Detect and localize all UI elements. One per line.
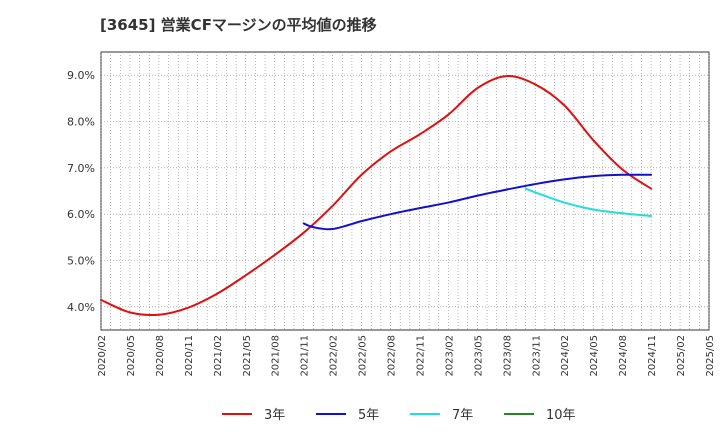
x-axis-ticks: 2020/02 2020/05 2020/08 2020/11 2021/02 2021/…: [97, 335, 716, 377]
x-tick-label: 2022/08: [387, 335, 398, 377]
series-line-5年: [302, 173, 653, 231]
x-tick-label: 2021/08: [271, 335, 282, 377]
legend-label: 7年: [452, 408, 473, 423]
y-tick-label: 7.0%: [67, 162, 95, 175]
y-tick-label: 6.0%: [67, 208, 95, 221]
x-tick-label: 2021/02: [213, 335, 224, 377]
x-tick-label: 2023/08: [502, 335, 513, 377]
grid-lines: [100, 52, 710, 330]
x-tick-label: 2020/02: [97, 335, 108, 377]
x-tick-label: 2023/02: [444, 335, 455, 377]
y-tick-label: 4.0%: [67, 301, 95, 314]
legend-label: 5年: [358, 408, 379, 423]
series-line-3年: [100, 75, 653, 317]
x-tick-label: 2024/08: [618, 335, 629, 377]
legend-label: 10年: [546, 408, 576, 423]
x-tick-label: 2024/02: [560, 335, 571, 377]
x-tick-label: 2025/05: [705, 335, 716, 377]
y-axis-ticks: 4.0% 5.0% 6.0% 7.0% 8.0% 9.0%: [67, 69, 95, 314]
x-tick-label: 2020/11: [184, 335, 195, 377]
x-tick-label: 2025/02: [676, 335, 687, 377]
series-line-7年: [524, 187, 653, 218]
legend-label: 3年: [264, 408, 285, 423]
x-tick-label: 2022/11: [415, 335, 426, 377]
x-tick-label: 2021/11: [300, 335, 311, 377]
x-tick-label: 2022/05: [358, 335, 369, 377]
x-tick-label: 2023/05: [473, 335, 484, 377]
x-tick-label: 2020/05: [126, 335, 137, 377]
x-tick-label: 2022/02: [329, 335, 340, 377]
plot-area: [100, 51, 710, 331]
chart-title: [3645] 営業CFマージンの平均値の推移: [100, 16, 377, 34]
x-tick-label: 2024/05: [589, 335, 600, 377]
y-tick-label: 8.0%: [67, 116, 95, 129]
x-tick-label: 2024/11: [647, 335, 658, 377]
x-tick-label: 2023/11: [531, 335, 542, 377]
series-lines: [100, 75, 653, 317]
legend: 3年 5年 7年 10年: [222, 408, 576, 423]
y-tick-label: 9.0%: [67, 69, 95, 82]
x-tick-label: 2021/05: [242, 335, 253, 377]
x-tick-label: 2020/08: [155, 335, 166, 377]
y-tick-label: 5.0%: [67, 255, 95, 268]
